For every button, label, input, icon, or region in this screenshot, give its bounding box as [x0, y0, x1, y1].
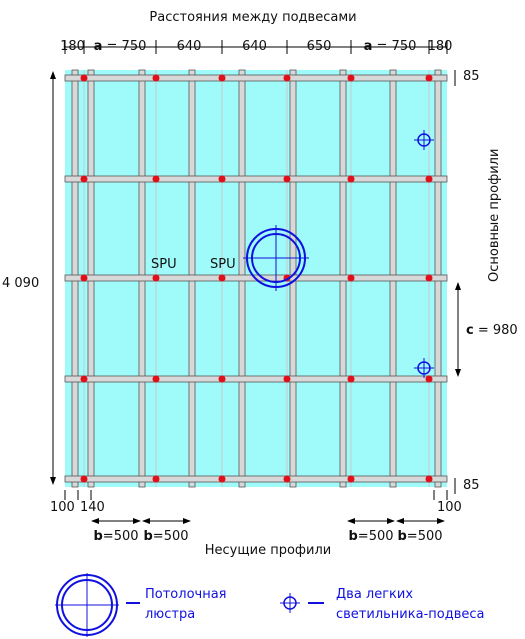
dim-value: 640 [242, 39, 267, 54]
legend-label: Два легких [336, 587, 413, 602]
right-bottom-dim: 85 [463, 478, 480, 493]
hanger [283, 475, 291, 483]
dim-value: 640 [177, 39, 202, 54]
main-profile [64, 74, 448, 82]
dim-letter: a [364, 39, 373, 54]
hanger [347, 375, 355, 383]
hanger [80, 74, 88, 82]
top-dims: 180 a = 750 640 640 650 a = 750 180 [60, 39, 452, 54]
main-profiles-label: Основные профили [487, 149, 502, 282]
dim-letter: b [93, 529, 102, 544]
lamp [414, 130, 434, 150]
dim-value: = 750 [102, 39, 146, 54]
main-profile [64, 475, 448, 483]
hanger [425, 375, 433, 383]
top-dim-label: 180 [60, 39, 85, 54]
b-dim-label: b=500 [143, 529, 188, 544]
bottom-dim-ticks [64, 490, 448, 500]
hanger [80, 475, 88, 483]
spu-label: SPU [151, 257, 177, 272]
chandelier [243, 225, 309, 291]
main-profile [64, 175, 448, 183]
hanger [152, 74, 160, 82]
legend-label: Потолочная [145, 587, 227, 602]
dim-letter: b [397, 529, 406, 544]
carrying-profiles-label: Несущие профили [205, 543, 331, 558]
main-profile [64, 375, 448, 383]
hanger [152, 375, 160, 383]
hanger [283, 375, 291, 383]
hanger [80, 375, 88, 383]
hanger [283, 175, 291, 183]
dim-value: =500 [153, 529, 189, 544]
dim-value: = 750 [372, 39, 416, 54]
right-top-dim: 85 [463, 69, 480, 84]
legend-chandelier-icon [55, 573, 140, 637]
hanger [347, 475, 355, 483]
hanger [425, 74, 433, 82]
b-dims: b=500 b=500 b=500 b=500 [93, 529, 442, 544]
legend-label: люстра [145, 607, 195, 622]
bottom-dim: 140 [80, 500, 105, 515]
c-dim-label: c = 980 [466, 323, 518, 338]
hanger [425, 475, 433, 483]
dim-letter: b [348, 529, 357, 544]
dim-letter: b [143, 529, 152, 544]
top-dim-label: 640 [242, 39, 267, 54]
hanger [425, 274, 433, 282]
top-dim-label: 640 [177, 39, 202, 54]
lamp [414, 358, 434, 378]
dim-value: 180 [60, 39, 85, 54]
legend-label: светильника-подвеса [336, 607, 484, 622]
hanger [80, 274, 88, 282]
legend-lamp-icon [280, 593, 324, 613]
hanger [152, 475, 160, 483]
dim-value: 180 [428, 39, 453, 54]
hanger [218, 475, 226, 483]
hanger [425, 175, 433, 183]
dim-value: =500 [407, 529, 443, 544]
top-dim-label: 180 [428, 39, 453, 54]
hanger [218, 274, 226, 282]
hanger [218, 175, 226, 183]
hanger [347, 175, 355, 183]
dim-letter: a [94, 39, 103, 54]
b-dim-label: b=500 [93, 529, 138, 544]
b-dim-label: b=500 [348, 529, 393, 544]
top-dim-label: a = 750 [94, 39, 147, 54]
bottom-dim: 100 [437, 500, 462, 515]
dim-value: =500 [358, 529, 394, 544]
hanger [347, 74, 355, 82]
hanger [152, 274, 160, 282]
top-dim-label: 650 [307, 39, 332, 54]
dim-value: 650 [307, 39, 332, 54]
hanger [152, 175, 160, 183]
hanger [347, 274, 355, 282]
b-dim-label: b=500 [397, 529, 442, 544]
top-dim-label: a = 750 [364, 39, 417, 54]
dim-value: =500 [103, 529, 139, 544]
spu-label: SPU [210, 257, 236, 272]
hanger [80, 175, 88, 183]
height-label: 4 090 [2, 276, 39, 291]
hanger [283, 74, 291, 82]
hanger [218, 375, 226, 383]
title: Расстояния между подвесами [149, 10, 356, 25]
bottom-dim: 100 [50, 500, 75, 515]
hanger [218, 74, 226, 82]
